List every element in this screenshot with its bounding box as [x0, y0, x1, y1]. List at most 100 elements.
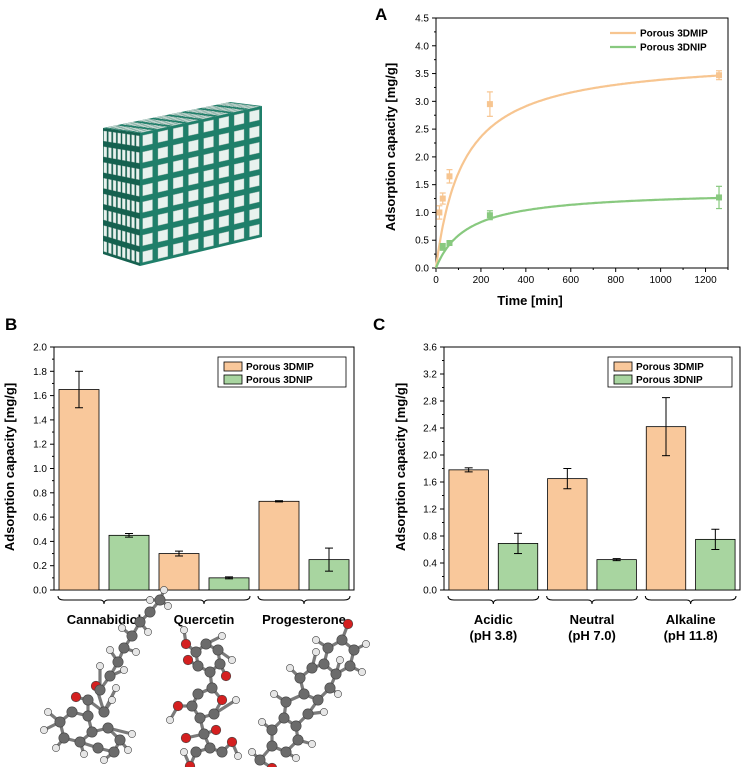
carbon-atom: [198, 728, 210, 740]
cube-side-pore: [142, 215, 153, 230]
carbon-atom: [302, 708, 314, 720]
panel-c-plot-area: [448, 397, 736, 591]
carbon-atom: [108, 746, 120, 758]
category-bracket: [157, 595, 251, 605]
cube-front-pore: [126, 215, 131, 228]
cube-side-pore: [188, 205, 199, 219]
cube-side-pore: [157, 146, 169, 160]
y-tick-label: 0.0: [33, 586, 47, 597]
cube-top-pore: [160, 121, 174, 125]
cube-side-pore: [233, 161, 245, 176]
carbon-atom: [204, 666, 216, 678]
y-tick-label: 2.0: [423, 451, 437, 462]
panel-a-axes: 0.0 0.5 1.0 1.5 2.0 2.5 3.0 3.5 4.0 4.5 0 200 400 600…: [415, 14, 729, 286]
cube-front-pore: [117, 229, 121, 241]
carbon-atom: [86, 726, 98, 738]
cube-side-pore: [142, 232, 153, 246]
hydrogen-atom: [144, 628, 152, 636]
carbon-atom: [92, 742, 104, 754]
cube-side-pore: [203, 218, 214, 232]
data-point: [439, 243, 446, 250]
cube-side-pore: [218, 231, 230, 245]
y-tick-label: 1.2: [33, 440, 47, 451]
hydrogen-atom: [292, 754, 300, 762]
cube-front-pore: [131, 183, 135, 196]
carbon-atom: [204, 742, 216, 754]
cube-front-pore: [117, 197, 121, 209]
data-point: [716, 72, 723, 79]
hydrogen-atom: [40, 726, 48, 734]
cube-side-pore: [233, 194, 245, 209]
cube-side-pore: [203, 168, 214, 183]
progesterone-molecule: [248, 618, 370, 767]
cube-top-pore: [190, 109, 204, 113]
y-tick-label: 0.8: [423, 532, 437, 543]
cube-side-pore: [172, 225, 184, 239]
carbon-atom: [58, 732, 70, 744]
carbon-atom: [266, 724, 278, 736]
legend-label-2: Porous 3DNIP: [636, 375, 703, 386]
cube-front-pore: [103, 178, 108, 190]
panel-a-x-axis-title: Time [min]: [497, 293, 563, 308]
cube-side-pore: [203, 201, 214, 216]
hydrogen-atom: [358, 668, 366, 676]
hydrogen-atom: [118, 624, 126, 632]
cube-front-pore: [117, 148, 121, 161]
hydrogen-atom: [228, 656, 236, 664]
panel-b-plot-area: [58, 370, 350, 591]
carbon-atom: [134, 616, 146, 628]
panel-letter-a: A: [375, 5, 387, 24]
oxygen-atom: [267, 762, 277, 767]
cube-top-pore: [217, 102, 231, 106]
oxygen-atom: [70, 691, 82, 703]
cube-side-pore: [218, 214, 230, 229]
legend-swatch-1: [223, 361, 243, 372]
cube-front-pore: [122, 181, 126, 194]
cube-front-pore: [117, 245, 121, 258]
x-tick-label: 0: [433, 275, 439, 286]
cube-front-pore: [135, 234, 140, 247]
oxygen-atom: [226, 736, 238, 748]
cube-front-pore: [108, 226, 112, 239]
cube-front-pore: [122, 198, 126, 210]
cube-top-pore: [169, 122, 183, 126]
cube-side-pore: [218, 148, 230, 163]
cube-front-pore: [131, 167, 135, 180]
y-tick-label: 0.8: [33, 488, 47, 499]
cube-top-pore: [211, 112, 224, 116]
quercetin-molecule: [166, 626, 242, 767]
cube-top-pore: [149, 125, 163, 129]
cube-front-pore: [131, 249, 135, 262]
cube-side-pore: [203, 185, 214, 199]
y-tick-label: 2.0: [33, 343, 47, 354]
carbon-atom: [290, 720, 302, 732]
hydrogen-atom: [160, 586, 168, 594]
cube-side-pore: [249, 142, 260, 156]
cube-top-pore: [200, 116, 213, 120]
carbon-atom: [192, 688, 204, 700]
hydrogen-atom: [132, 648, 140, 656]
legend-label-1: Porous 3DMIP: [636, 362, 704, 373]
panel-c-ph-chart: C 0.00.40.81.21.62.02.42.83.23.6Acidic(p…: [373, 315, 741, 643]
cube-side-pore: [188, 139, 199, 153]
cube-side-pore: [233, 227, 245, 241]
series-fit-line-1: [434, 74, 721, 269]
hydrogen-atom: [218, 632, 226, 640]
bar: [58, 389, 100, 591]
cube-side-pore: [188, 122, 199, 137]
cube-front-pore: [117, 132, 121, 144]
cube-front-pore: [126, 150, 131, 162]
cube-side-pore: [157, 245, 169, 259]
hydrogen-atom: [108, 696, 116, 704]
category-label: (pH 7.0): [568, 628, 616, 643]
panel-c-legend: Porous 3DMIP Porous 3DNIP: [607, 356, 733, 388]
category-label: Alkaline: [666, 612, 716, 627]
cube-front-pore: [108, 210, 112, 223]
cube-side-pore: [233, 211, 245, 225]
y-tick-label: 0.4: [33, 537, 47, 548]
cube-front-pore: [112, 179, 117, 192]
hydrogen-atom: [180, 748, 188, 756]
x-tick-label: 400: [518, 275, 535, 286]
cube-front-pore: [112, 195, 117, 208]
